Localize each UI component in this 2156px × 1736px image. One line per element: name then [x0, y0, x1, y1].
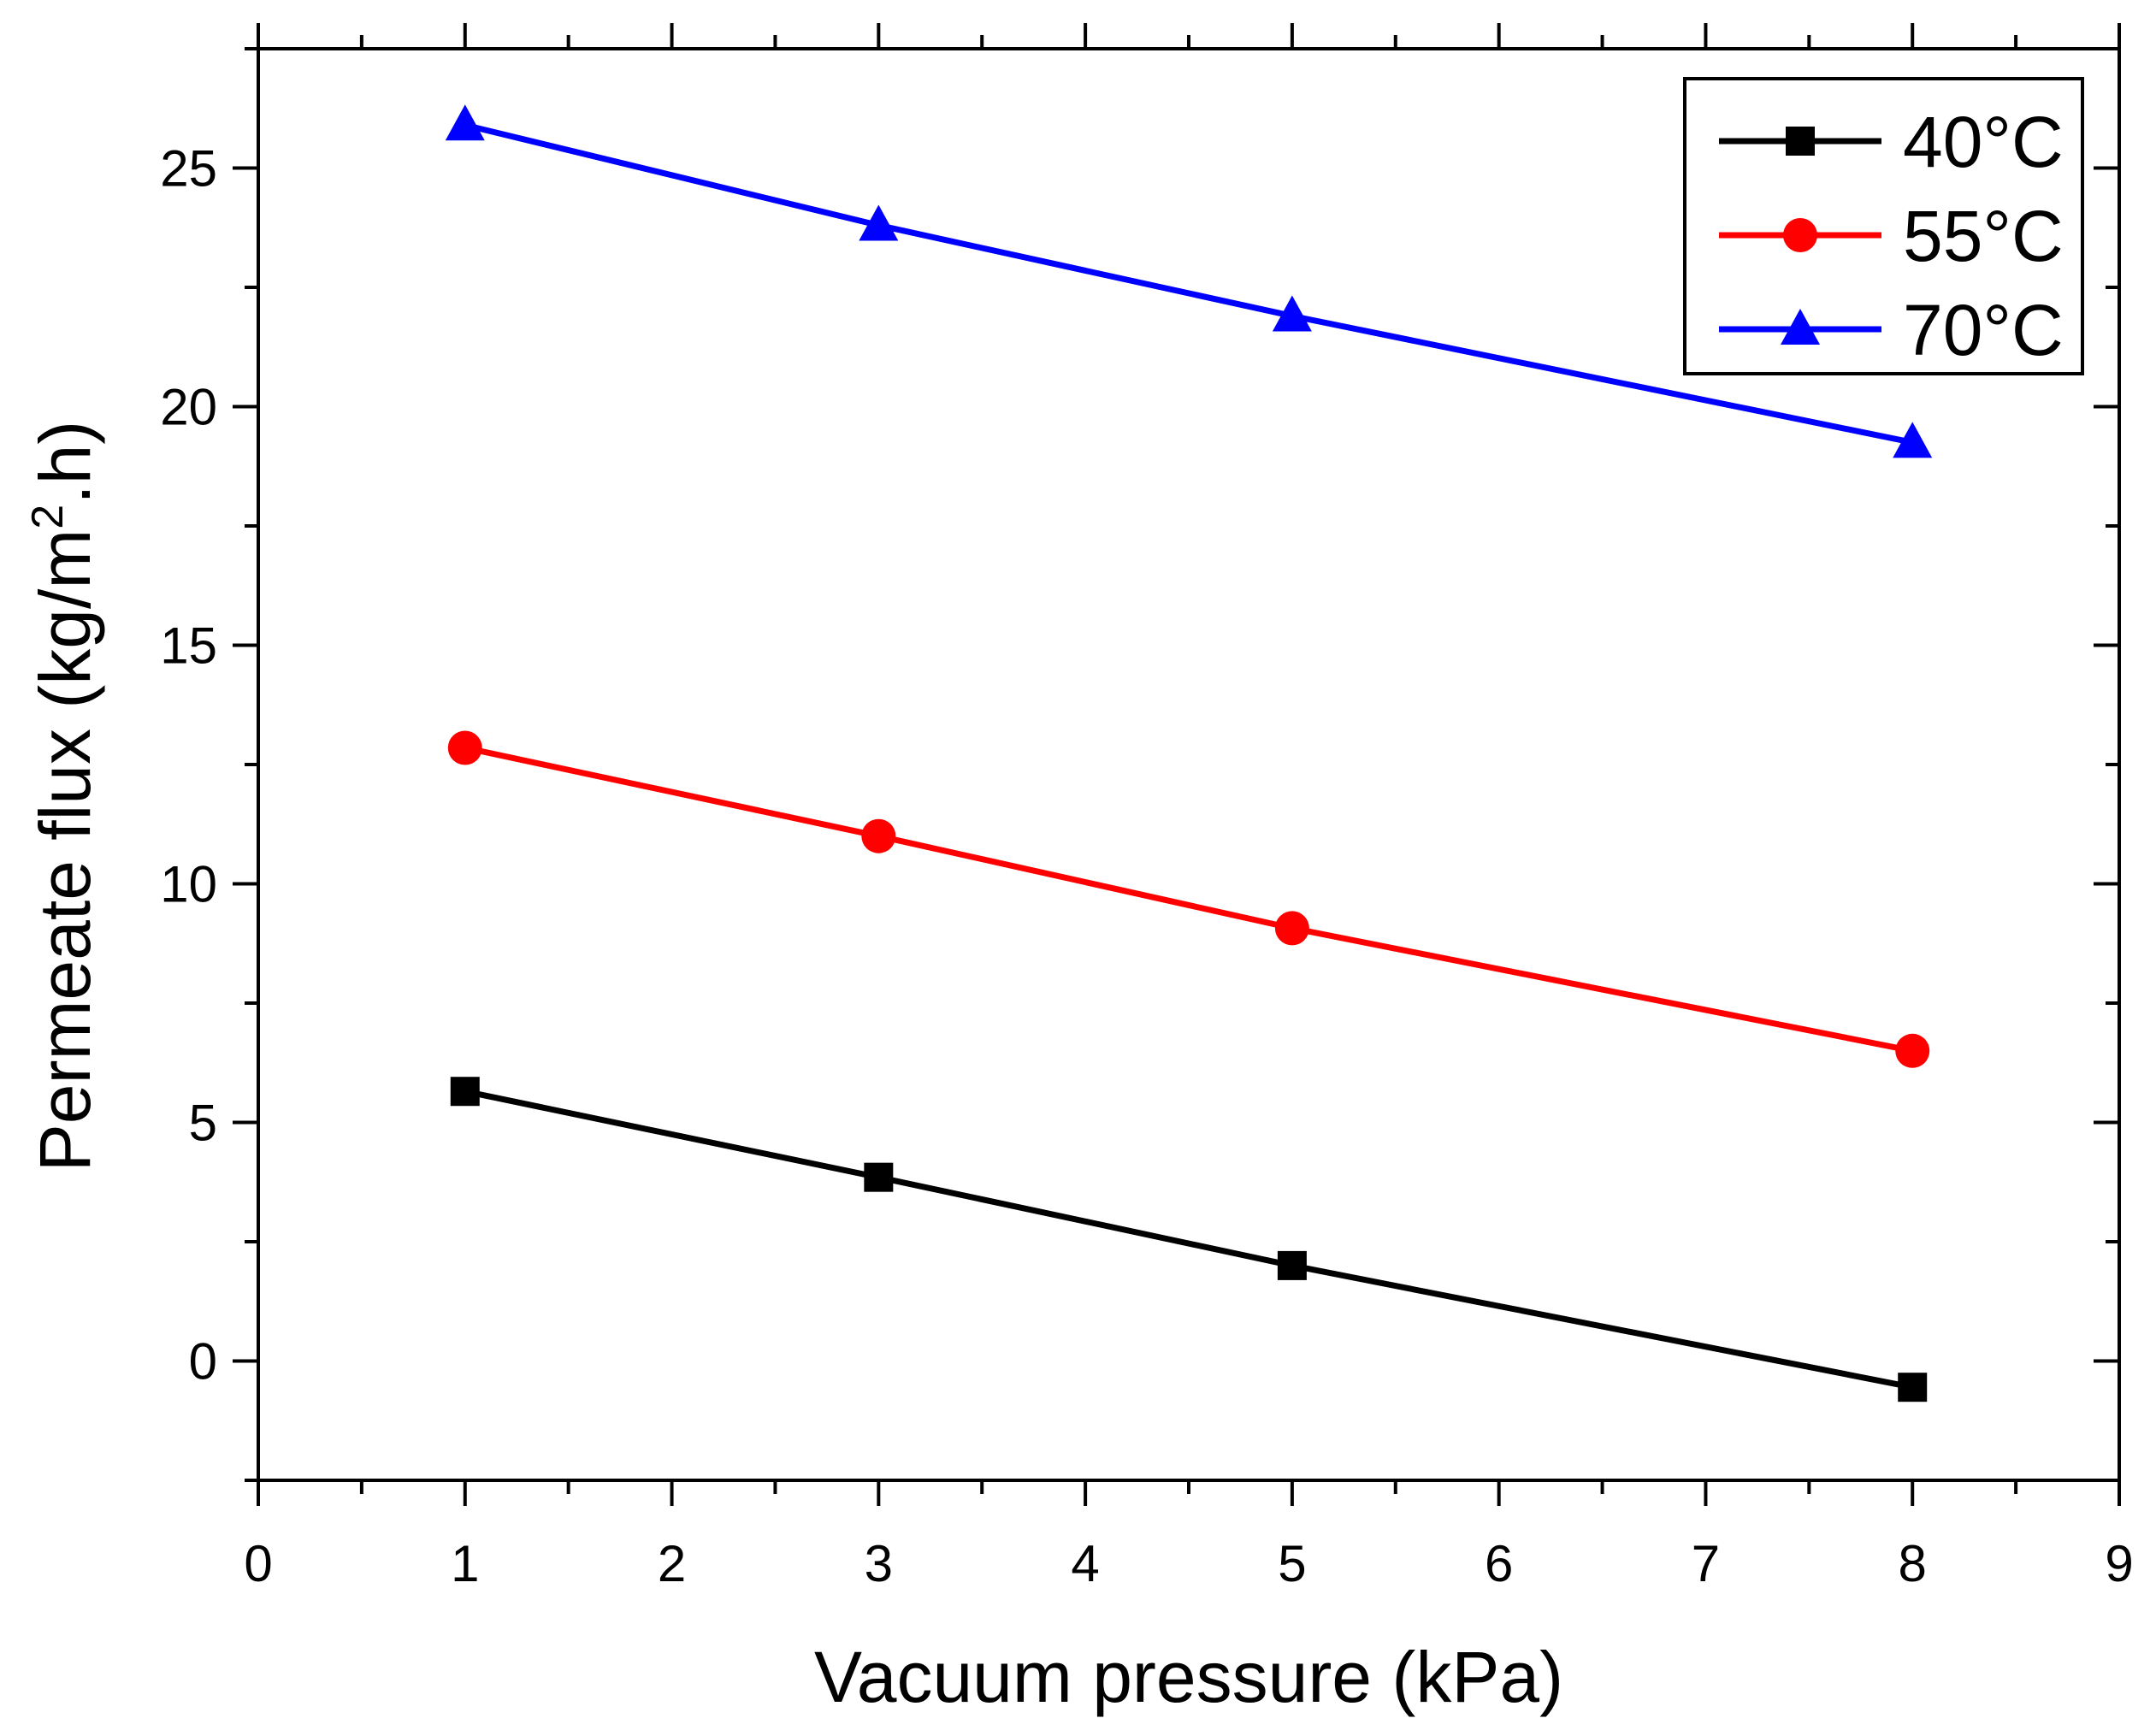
- data-point: [445, 104, 485, 141]
- x-tick-label: 0: [244, 1535, 272, 1592]
- x-tick-label: 8: [1899, 1535, 1927, 1592]
- y-tick-label: 10: [160, 856, 217, 913]
- y-axis-title-end: .h): [25, 421, 105, 505]
- legend-marker: [1781, 309, 1820, 345]
- data-point: [1272, 295, 1312, 332]
- x-tick-label: 6: [1485, 1535, 1513, 1592]
- legend-label: 55°C: [1903, 196, 2064, 276]
- legend-item-0: 40°C: [1719, 102, 2064, 182]
- data-point: [1893, 422, 1933, 458]
- data-point: [1898, 1373, 1928, 1402]
- data-point: [864, 1162, 894, 1192]
- x-tick-label: 3: [865, 1535, 893, 1592]
- y-tick-label: 0: [189, 1333, 217, 1391]
- series-1: [447, 730, 1930, 1068]
- legend-item-1: 55°C: [1719, 196, 2064, 276]
- x-axis-title: Vacuum pressure (kPa): [814, 1637, 1563, 1717]
- series-0: [450, 1077, 1928, 1402]
- data-point: [1274, 911, 1309, 946]
- x-tick-label: 1: [451, 1535, 479, 1592]
- series-line: [464, 121, 1913, 446]
- data-point: [450, 1077, 480, 1107]
- y-axis-title-superscript: 2: [23, 505, 73, 529]
- x-tick-label: 9: [2105, 1535, 2133, 1592]
- legend-label: 70°C: [1903, 290, 2064, 370]
- data-point: [861, 818, 896, 853]
- y-axis-title-main: Permeate flux (kg/m: [25, 529, 105, 1172]
- legend: 40°C 55°C 70°C: [1683, 77, 2084, 375]
- series-line: [464, 745, 1913, 1054]
- x-tick-label: 4: [1071, 1535, 1099, 1592]
- legend-box: [1683, 77, 2084, 375]
- y-tick-label: 5: [189, 1095, 217, 1152]
- x-tick-label: 7: [1692, 1535, 1720, 1592]
- legend-label: 40°C: [1903, 102, 2064, 182]
- x-tick-label: 5: [1278, 1535, 1306, 1592]
- y-axis-title: Permeate flux (kg/m2.h): [23, 421, 105, 1172]
- y-tick-label: 25: [160, 140, 217, 198]
- x-tick-label: 2: [658, 1535, 686, 1592]
- data-point: [1277, 1250, 1307, 1280]
- legend-item-2: 70°C: [1719, 290, 2064, 370]
- y-tick-label: 15: [160, 617, 217, 675]
- legend-marker: [1783, 218, 1817, 252]
- y-tick-label: 20: [160, 379, 217, 436]
- data-point: [1895, 1033, 1930, 1068]
- series-layer: [445, 104, 1933, 1402]
- legend-marker: [1786, 127, 1815, 156]
- data-point: [859, 204, 899, 241]
- series-line: [464, 1088, 1913, 1391]
- data-point: [447, 730, 482, 765]
- series-2: [445, 104, 1933, 458]
- axes-layer: 0 1 2 3 4 5 6 7 8 9 0 5 10 15 20 25: [160, 23, 2134, 1592]
